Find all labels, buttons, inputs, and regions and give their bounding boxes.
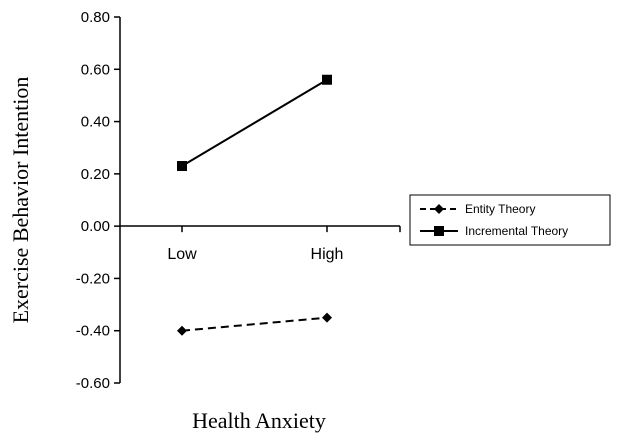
y-axis-title: Exercise Behavior Intention	[8, 77, 33, 324]
y-tick-label: 0.20	[81, 166, 110, 183]
legend-label: Entity Theory	[465, 202, 535, 216]
y-tick-label: 0.80	[81, 9, 110, 26]
legend: Entity Theory Incremental Theory	[409, 194, 611, 246]
data-point-square	[322, 74, 332, 85]
y-tick-label: 0.40	[81, 114, 110, 131]
legend-label: Incremental Theory	[465, 224, 568, 238]
data-point-diamond	[434, 204, 444, 214]
y-tick-label: 0.00	[81, 218, 110, 235]
legend-items: Entity Theory Incremental Theory	[420, 202, 568, 238]
y-tick-label: -0.20	[76, 270, 110, 287]
data-point-square	[434, 226, 444, 236]
y-tick-label: -0.60	[76, 375, 110, 392]
data-point-diamond	[177, 325, 187, 336]
series-layer	[177, 74, 332, 336]
data-point-diamond	[322, 312, 332, 323]
series-line	[181, 78, 328, 167]
y-ticks: 0.80 0.60 0.40 0.20 0.00 -0.20 -0.40 -0.60	[76, 9, 120, 392]
y-tick-label: -0.40	[76, 323, 110, 340]
legend-box	[409, 194, 611, 246]
y-tick-label: 0.60	[81, 61, 110, 78]
x-ticks: Low High	[167, 226, 401, 263]
x-tick-label: High	[311, 246, 344, 263]
data-point-square	[177, 161, 187, 172]
x-tick-label: Low	[167, 246, 197, 263]
x-axis-title: Health Anxiety	[192, 408, 326, 433]
series-line	[181, 316, 328, 332]
